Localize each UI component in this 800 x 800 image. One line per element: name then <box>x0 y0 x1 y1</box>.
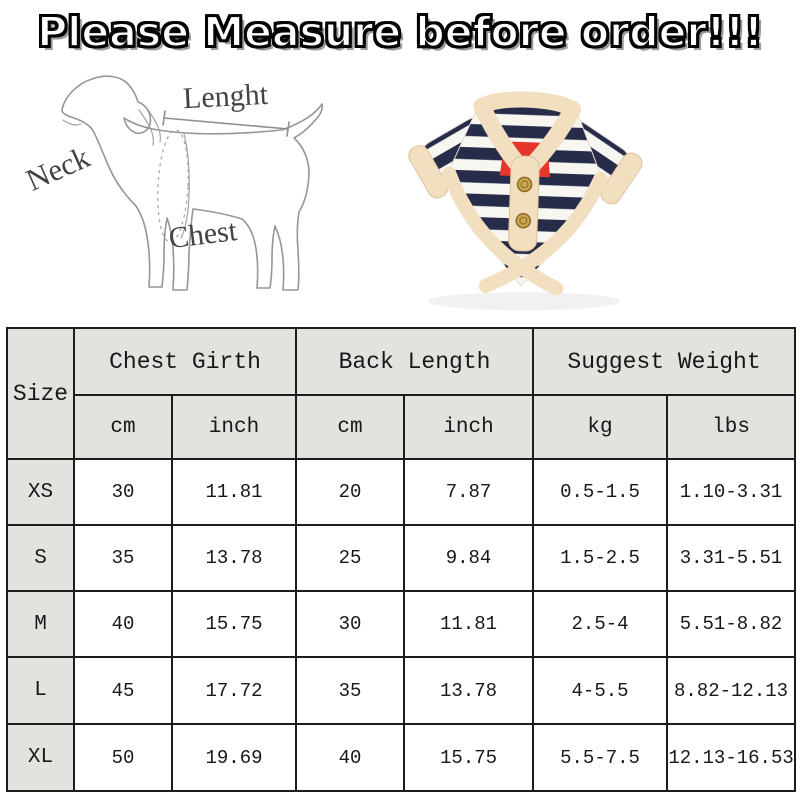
table-cell: 35 <box>73 524 173 592</box>
page-title: Please Measure before order!!! <box>36 7 764 57</box>
table-cell: 25 <box>295 524 406 592</box>
table-cell: 15.75 <box>403 723 535 792</box>
size-label: M <box>6 590 75 658</box>
table-cell: 11.81 <box>403 590 535 658</box>
chest-girth-header: Chest Girth <box>72 327 298 396</box>
suggest-weight-header: Suggest Weight <box>532 327 797 396</box>
table-cell: 1.5-2.5 <box>532 524 669 592</box>
table-cell: 13.78 <box>170 524 298 592</box>
table-cell: 5.5-7.5 <box>532 723 669 792</box>
sweater-button-bottom <box>515 212 532 229</box>
chest-label: Chest <box>167 214 240 255</box>
unit-inch: inch <box>403 394 535 460</box>
table-cell: 11.81 <box>170 458 298 526</box>
dog-measurement-diagram: Lenght Neck Chest <box>0 66 400 320</box>
dog-silhouette <box>61 75 324 291</box>
product-photo-sweater <box>398 78 650 318</box>
table-cell: 3.31-5.51 <box>666 524 797 592</box>
size-label: L <box>6 656 75 725</box>
unit-inch: inch <box>170 394 298 460</box>
table-cell: 35 <box>295 656 406 725</box>
table-cell: 2.5-4 <box>532 590 669 658</box>
size-label: XS <box>6 458 75 526</box>
size-label: XL <box>6 723 75 792</box>
table-cell: 8.82-12.13 <box>666 656 797 725</box>
unit-lbs: lbs <box>666 394 797 460</box>
table-header-row: Size Chest Girth Back Length Suggest Wei… <box>6 327 797 460</box>
table-cell: 9.84 <box>403 524 535 592</box>
unit-cm: cm <box>295 394 406 460</box>
table-cell: 1.10-3.31 <box>666 458 797 526</box>
sweater-button-top <box>516 176 533 193</box>
table-cell: 5.51-8.82 <box>666 590 797 658</box>
dog-collar-line-2 <box>145 106 161 143</box>
table-cell: 15.75 <box>170 590 298 658</box>
sweater-placket <box>508 155 540 252</box>
table-cell: 40 <box>73 590 173 658</box>
length-measure-tick-right <box>286 121 290 137</box>
table-cell: 7.87 <box>403 458 535 526</box>
table-cell: 30 <box>73 458 173 526</box>
table-row-l: L 45 17.72 35 13.78 4-5.5 8.82-12.13 <box>6 656 797 725</box>
table-row-s: S 35 13.78 25 9.84 1.5-2.5 3.31-5.51 <box>6 524 797 592</box>
chest-girth-arc <box>180 133 190 239</box>
unit-kg: kg <box>532 394 669 460</box>
size-chart-table: Size Chest Girth Back Length Suggest Wei… <box>6 327 797 792</box>
length-measure-tick-left <box>162 110 166 126</box>
dog-collar-line <box>138 109 154 146</box>
table-cell: 17.72 <box>170 656 298 725</box>
back-length-header: Back Length <box>295 327 535 396</box>
table-cell: 0.5-1.5 <box>532 458 669 526</box>
dog-outline-drawing: Lenght Neck Chest <box>21 75 324 291</box>
table-units-row: cm inch cm inch kg lbs <box>7 394 797 460</box>
size-column-header: Size <box>6 327 75 460</box>
table-cell: 30 <box>295 590 406 658</box>
unit-cm: cm <box>73 394 173 460</box>
sweater-illustration <box>408 91 643 311</box>
table-row-m: M 40 15.75 30 11.81 2.5-4 5.51-8.82 <box>6 590 797 658</box>
sweater-hem-left <box>442 166 564 296</box>
table-cell: 12.13-16.53 <box>666 723 797 792</box>
length-label: Lenght <box>182 78 269 115</box>
neck-label: Neck <box>21 139 95 198</box>
table-cell: 20 <box>295 458 406 526</box>
table-cell: 19.69 <box>170 723 298 792</box>
table-cell: 50 <box>73 723 173 792</box>
table-cell: 13.78 <box>403 656 535 725</box>
table-cell: 4-5.5 <box>532 656 669 725</box>
length-measure-line <box>163 117 289 130</box>
size-label: S <box>6 524 75 592</box>
table-row-xl: XL 50 19.69 40 15.75 5.5-7.5 12.13-16.53 <box>6 723 797 792</box>
photo-shadow <box>428 292 620 311</box>
dog-mouth-line <box>62 119 82 126</box>
sweater-hem-right <box>478 171 608 293</box>
table-cell: 45 <box>73 656 173 725</box>
table-row-xs: XS 30 11.81 20 7.87 0.5-1.5 1.10-3.31 <box>6 458 797 526</box>
table-cell: 40 <box>295 723 406 792</box>
